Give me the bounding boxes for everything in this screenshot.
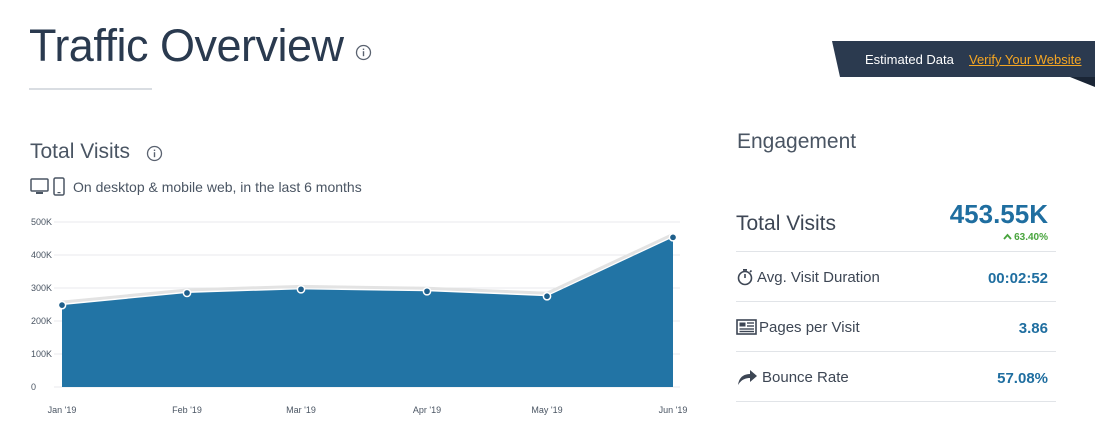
series-area: [62, 237, 673, 387]
y-tick-label: 200K: [31, 316, 52, 326]
estimated-data-label: Estimated Data: [865, 52, 954, 67]
y-tick-label: 0: [31, 382, 36, 392]
bounce-rate-label: Bounce Rate: [762, 369, 849, 386]
x-tick-label: Jun '19: [659, 405, 688, 415]
y-tick-label: 500K: [31, 217, 52, 227]
visits-change-value: 63.40%: [1014, 232, 1048, 243]
mobile-icon: [53, 177, 65, 196]
info-icon[interactable]: [146, 145, 163, 162]
verify-website-link[interactable]: Verify Your Website: [969, 52, 1082, 67]
bounce-rate-value: 57.08%: [997, 370, 1048, 387]
x-tick-label: May '19: [531, 405, 562, 415]
banner-fold: [1070, 77, 1095, 87]
pages-per-visit-label: Pages per Visit: [759, 319, 860, 336]
pages-icon: [736, 319, 757, 335]
estimated-data-banner: Estimated Data Verify Your Website: [832, 41, 1095, 77]
divider: [736, 251, 1056, 252]
data-point: [57, 300, 67, 310]
data-point: [182, 288, 192, 298]
pages-per-visit-value: 3.86: [1018, 320, 1048, 337]
x-tick-label: Feb '19: [172, 405, 202, 415]
title-underline: [29, 88, 152, 90]
y-tick-label: 400K: [31, 250, 52, 260]
bounce-arrow-icon: [738, 370, 757, 385]
divider: [736, 401, 1056, 402]
total-visits-chart: 0 100K 200K 300K 400K 500K Jan '19 Feb '19 Mar '…: [31, 217, 688, 415]
x-tick-label: Apr '19: [413, 405, 441, 415]
data-point: [422, 286, 432, 296]
series-line: [61, 232, 674, 304]
y-tick-label: 100K: [31, 349, 52, 359]
total-visits-label: Total Visits: [736, 212, 836, 235]
total-visits-title: Total Visits: [30, 140, 130, 163]
arrow-up-icon: [1003, 233, 1012, 240]
divider: [736, 351, 1056, 352]
visits-subtitle: On desktop & mobile web, in the last 6 m…: [73, 179, 362, 195]
data-point: [542, 291, 552, 301]
total-visits-value: 453.55K: [949, 199, 1048, 229]
info-icon[interactable]: [355, 44, 372, 61]
engagement-title: Engagement: [737, 130, 857, 153]
y-tick-label: 300K: [31, 283, 52, 293]
avg-visit-duration-label: Avg. Visit Duration: [757, 269, 880, 286]
divider: [736, 301, 1056, 302]
desktop-icon: [30, 178, 49, 194]
visits-change-badge: 63.40%: [1003, 232, 1048, 243]
x-tick-label: Jan '19: [48, 405, 77, 415]
page-title: Traffic Overview: [29, 20, 344, 71]
stopwatch-icon: [737, 269, 753, 286]
data-point: [668, 232, 678, 242]
data-point: [296, 284, 306, 294]
x-tick-label: Mar '19: [286, 405, 316, 415]
device-icons: [30, 177, 65, 196]
avg-visit-duration-value: 00:02:52: [987, 270, 1048, 287]
